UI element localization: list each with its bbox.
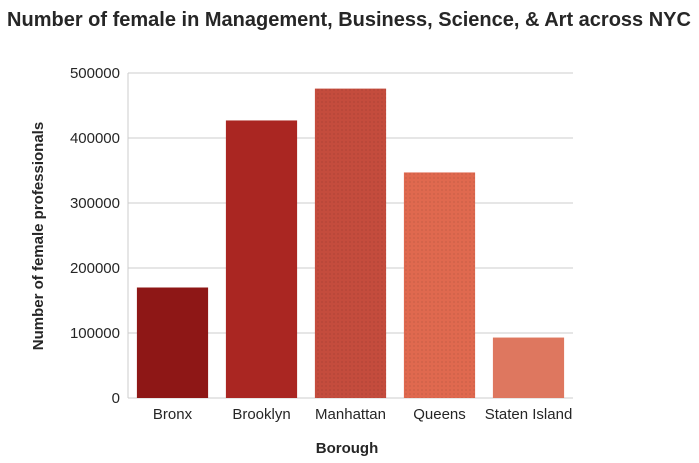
x-tick-label: Bronx: [153, 406, 193, 423]
y-tick-label: 500000: [70, 65, 120, 82]
x-tick-label: Staten Island: [485, 406, 573, 423]
y-tick-label: 300000: [70, 195, 120, 212]
y-tick-label: 200000: [70, 260, 120, 277]
x-tick-labels: Bronx Brooklyn Manhattan Queens Staten Islan…: [153, 406, 572, 423]
y-axis-label: Number of female professionals: [30, 122, 47, 350]
bar-staten-island: [492, 337, 565, 398]
x-axis-label: Borough: [316, 440, 378, 457]
x-tick-label: Queens: [413, 406, 466, 423]
chart-title: Number of female in Management, Business…: [7, 9, 691, 31]
x-tick-label: Manhattan: [315, 406, 386, 423]
bar-texture: [403, 172, 476, 398]
x-tick-label: Brooklyn: [232, 406, 290, 423]
y-tick-label: 100000: [70, 325, 120, 342]
bar-brooklyn: [225, 120, 298, 398]
y-tick-label: 0: [112, 390, 120, 407]
bar-texture: [314, 88, 387, 398]
bars: [136, 88, 565, 398]
y-tick-labels: 0 100000 200000 300000 400000 500000: [70, 65, 120, 407]
y-tick-label: 400000: [70, 130, 120, 147]
bar-bronx: [136, 287, 209, 398]
